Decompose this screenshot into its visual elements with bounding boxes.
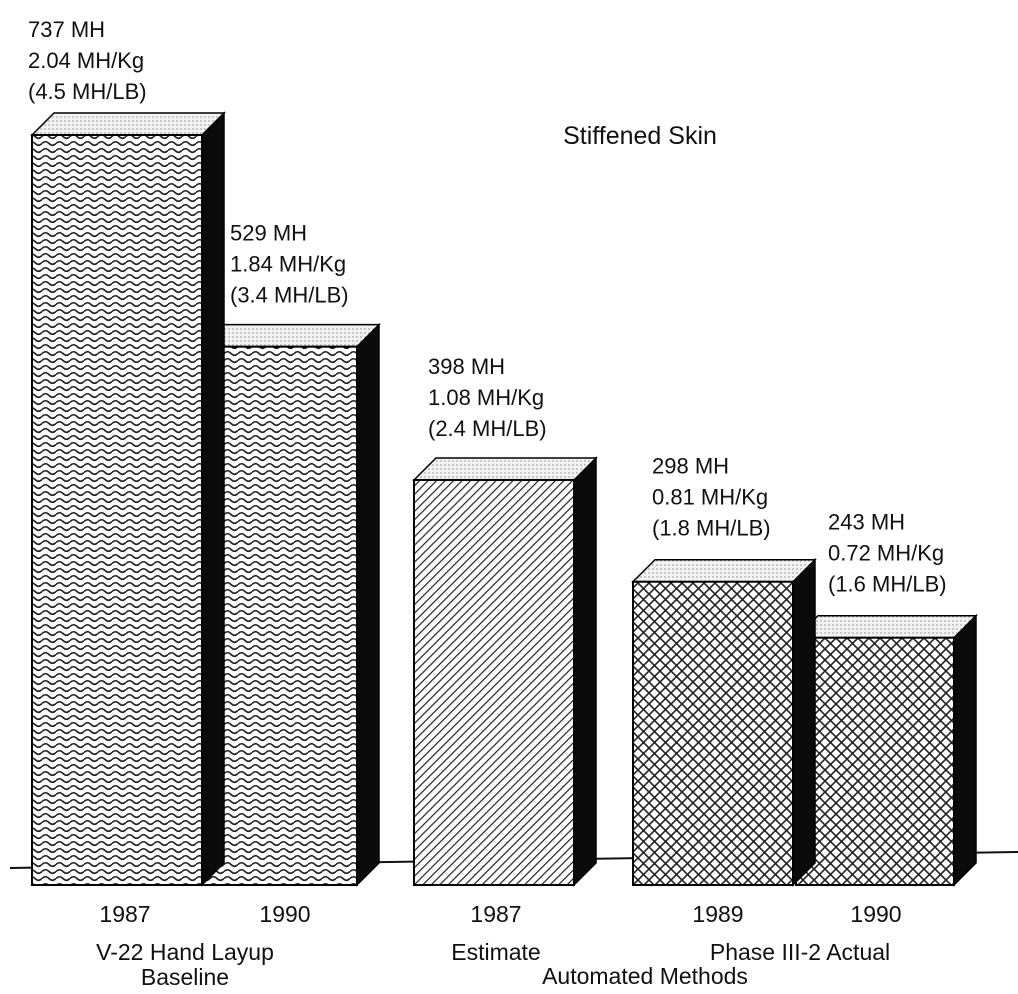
- bar-3-label-2: 1.08 MH/Kg: [428, 385, 544, 410]
- bar-3-side: [573, 456, 597, 887]
- bar-1-label-1: 737 MH: [28, 17, 105, 42]
- bar-1-top: [30, 112, 226, 136]
- bar-4-label-1: 298 MH: [652, 454, 729, 479]
- year-label-2: 1990: [259, 901, 310, 927]
- year-label-1: 1987: [99, 901, 150, 927]
- chart-title: Stiffened Skin: [563, 122, 717, 150]
- bar-3-label-3: (2.4 MH/LB): [428, 416, 547, 441]
- bar-5-side: [953, 613, 977, 887]
- bar-2-front: [201, 345, 358, 886]
- group-label-3-line-1: Phase III-2 Actual: [710, 939, 890, 965]
- bar-2: 529 MH 1.84 MH/Kg (3.4 MH/LB): [200, 221, 381, 887]
- year-labels-layer: 1990 1989 1987 1990 1987: [99, 901, 901, 927]
- bar-2-label-2: 1.84 MH/Kg: [230, 252, 346, 277]
- bar-1-front: [31, 134, 203, 886]
- bar-2-side: [356, 322, 380, 887]
- bar-5: 243 MH 0.72 MH/Kg (1.6 MH/LB): [794, 510, 978, 887]
- bar-5-label-1: 243 MH: [828, 510, 905, 535]
- bar-1-label-2: 2.04 MH/Kg: [28, 48, 144, 73]
- bar-1-label-3: (4.5 MH/LB): [28, 79, 147, 104]
- footer-label: Automated Methods: [542, 963, 748, 989]
- bar-3-front: [413, 478, 575, 886]
- bar-5-front: [795, 636, 955, 886]
- bar-4-label-2: 0.81 MH/Kg: [652, 485, 768, 510]
- bar-1: 737 MH 2.04 MH/Kg (4.5 MH/LB): [28, 17, 226, 887]
- year-label-4: 1989: [692, 901, 743, 927]
- bar-2-label-1: 529 MH: [230, 221, 307, 246]
- bar-4-side: [792, 557, 816, 887]
- bar-4-top: [631, 558, 817, 583]
- bar-2-top: [200, 323, 381, 348]
- year-label-5: 1990: [850, 901, 901, 927]
- bar-4-front: [632, 580, 794, 886]
- group-label-2-line-1: Estimate: [451, 939, 540, 965]
- year-label-3: 1987: [470, 901, 521, 927]
- bar-5-top: [794, 614, 978, 639]
- bar-3-top: [412, 457, 598, 481]
- bar-2-label-3: (3.4 MH/LB): [230, 283, 349, 308]
- bar-4: 298 MH 0.81 MH/Kg (1.8 MH/LB): [631, 454, 817, 887]
- group-label-1-line-1: V-22 Hand Layup: [96, 939, 274, 965]
- bar-4-label-3: (1.8 MH/LB): [652, 516, 771, 541]
- bar-1-side: [201, 111, 225, 887]
- bar-3-label-1: 398 MH: [428, 354, 505, 379]
- bars-layer: 243 MH 0.72 MH/Kg (1.6 MH/LB) 298 MH 0.81 MH…: [28, 17, 978, 887]
- bar-5-label-2: 0.72 MH/Kg: [828, 541, 944, 566]
- group-label-1-line-2: Baseline: [141, 964, 229, 990]
- bar-3: 398 MH 1.08 MH/Kg (2.4 MH/LB): [412, 354, 598, 887]
- bar-5-label-3: (1.6 MH/LB): [828, 572, 947, 597]
